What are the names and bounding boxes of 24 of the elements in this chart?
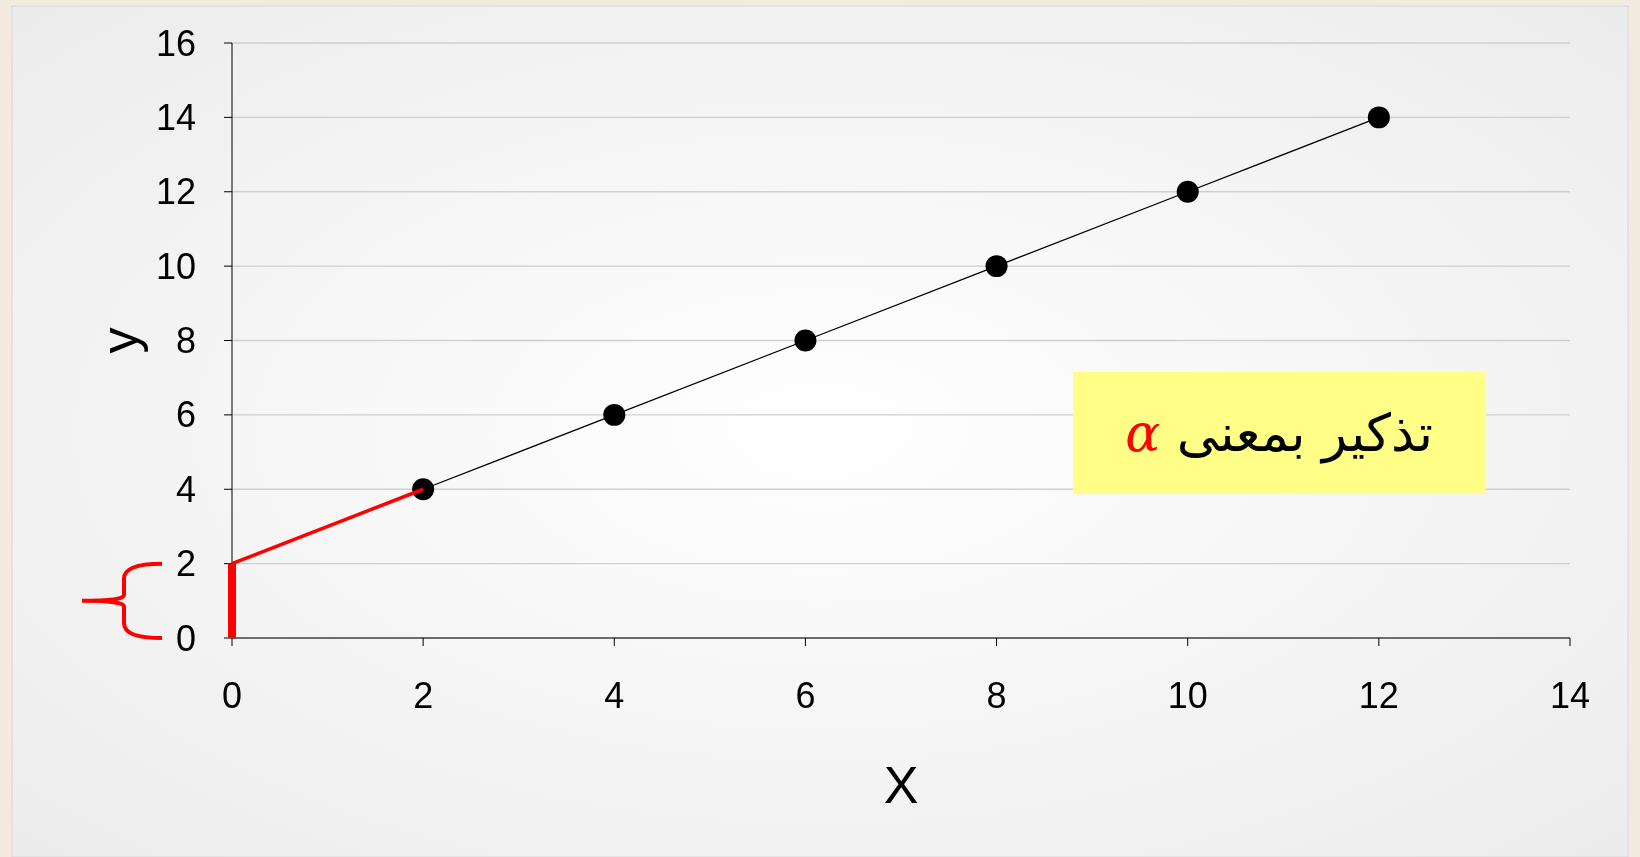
y-tick-label: 14 bbox=[155, 96, 196, 138]
point bbox=[794, 329, 817, 352]
x-tick-label: 0 bbox=[221, 675, 243, 716]
point bbox=[1176, 180, 1199, 203]
y-tick-label: 4 bbox=[175, 468, 196, 510]
y-tick-label: 8 bbox=[175, 320, 196, 362]
x-tick-label: 10 bbox=[1167, 675, 1208, 716]
x-tick-label: 4 bbox=[604, 675, 625, 716]
y-tick-label: 12 bbox=[155, 171, 196, 213]
x-tick-label: 12 bbox=[1358, 675, 1399, 716]
y-tick-label: 10 bbox=[155, 245, 196, 287]
y-tick-label: 16 bbox=[155, 22, 196, 64]
point bbox=[603, 403, 626, 426]
y-tick-label: 0 bbox=[175, 617, 196, 659]
point bbox=[985, 255, 1008, 278]
x-tick-label: 8 bbox=[986, 675, 1007, 716]
x-tick-label: 2 bbox=[413, 675, 434, 716]
point bbox=[1367, 106, 1390, 129]
x-tick-label: 6 bbox=[795, 675, 816, 716]
y-tick-label: 6 bbox=[175, 394, 196, 436]
y-tick-label: 2 bbox=[175, 543, 196, 585]
y-axis-title: y bbox=[90, 327, 148, 354]
x-axis-title: X bbox=[883, 756, 919, 814]
x-tick-label: 14 bbox=[1549, 675, 1591, 716]
